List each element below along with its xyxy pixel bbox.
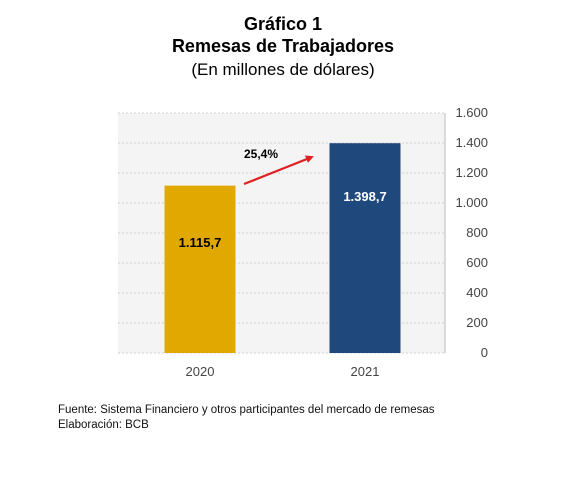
figure-number: Gráfico 1 — [243, 14, 323, 34]
bar-value-label: 1.115,7 — [179, 235, 222, 250]
bar-2021 — [329, 143, 401, 353]
elaboration-note: Elaboración: BCB — [58, 419, 149, 431]
chart-title: Remesas de Trabajadores — [171, 36, 395, 56]
x-tick-label: 2020 — [186, 364, 215, 379]
bar-value-label: 1.398,7 — [343, 189, 386, 204]
y-tick-label: 600 — [466, 255, 488, 270]
bars: 1.115,7 1.398,7 — [164, 143, 401, 353]
y-tick-label: 1.600 — [455, 105, 488, 120]
x-axis-labels: 2020 2021 — [186, 364, 380, 379]
x-tick-label: 2021 — [351, 364, 380, 379]
y-tick-label: 200 — [466, 315, 488, 330]
y-tick-label: 400 — [466, 285, 488, 300]
y-tick-label: 1.000 — [455, 195, 488, 210]
chart-subtitle: (En millones de dólares) — [191, 60, 375, 79]
y-tick-label: 1.200 — [455, 165, 488, 180]
source-note: Fuente: Sistema Financiero y otros parti… — [58, 404, 435, 416]
y-tick-label: 800 — [466, 225, 488, 240]
bar-2020 — [164, 185, 236, 353]
growth-percentage-label: 25,4% — [244, 147, 278, 161]
growth-annotation: 25,4% — [243, 147, 314, 186]
growth-arrow — [243, 155, 314, 186]
y-tick-label: 1.400 — [455, 135, 488, 150]
y-axis-ticks: 0 200 400 600 800 1.000 1.200 1.400 1.600 — [444, 105, 488, 360]
y-tick-label: 0 — [481, 345, 488, 360]
